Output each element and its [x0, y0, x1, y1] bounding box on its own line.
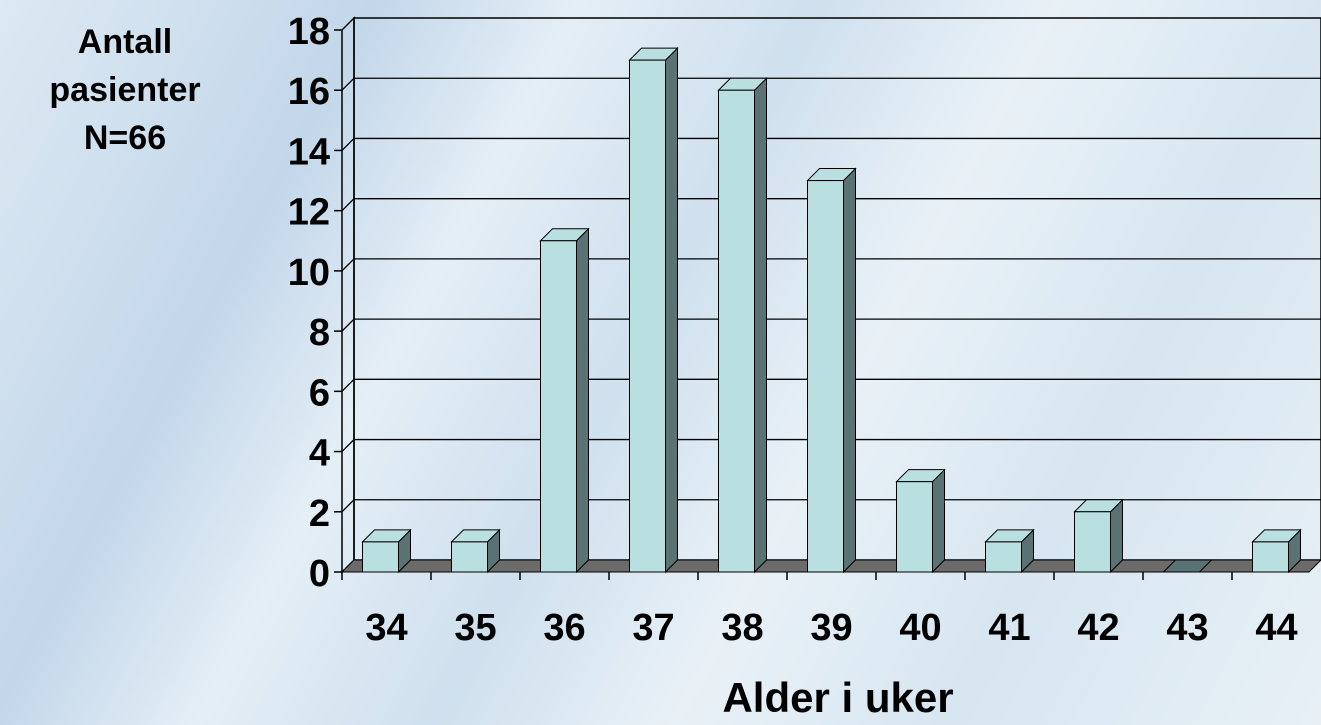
y-tick-label: 16	[288, 71, 330, 113]
x-tick-label: 35	[454, 607, 496, 649]
bar	[807, 180, 844, 573]
bar-zero	[1162, 559, 1213, 573]
y-tick-label: 0	[309, 553, 330, 595]
x-tick-label: 36	[543, 607, 585, 649]
x-axis-label: Alder i uker	[722, 674, 953, 721]
gridline	[341, 378, 1321, 392]
bar	[540, 240, 577, 573]
gridline	[341, 499, 1321, 513]
bar	[718, 89, 755, 573]
x-tick-label: 40	[899, 607, 941, 649]
gridline	[341, 318, 1321, 332]
x-tick-label: 34	[365, 607, 407, 649]
y-axis-label-line-1: Antall	[77, 23, 173, 61]
bar-side	[754, 77, 767, 574]
y-tick-label: 6	[309, 372, 330, 414]
y-tick-label: 18	[288, 11, 330, 53]
x-tick-label: 42	[1077, 607, 1119, 649]
gridline	[341, 198, 1321, 212]
gridline	[341, 258, 1321, 272]
y-tick-label: 2	[309, 493, 330, 535]
bar	[896, 481, 933, 573]
y-tick-label: 4	[309, 433, 330, 475]
bar	[362, 541, 399, 573]
bar	[629, 59, 666, 573]
bar-side	[843, 167, 856, 574]
gridline	[341, 438, 1321, 453]
bar	[985, 541, 1022, 573]
x-tick-label: 44	[1255, 607, 1297, 649]
bar	[1074, 511, 1111, 573]
bar-side	[665, 46, 678, 574]
bar	[1252, 541, 1289, 573]
x-tick-label: 39	[810, 607, 852, 649]
chart-side-wall	[341, 16, 355, 574]
bar-side	[576, 227, 589, 574]
gridline	[341, 137, 1321, 151]
x-tick-label: 43	[1166, 607, 1208, 649]
y-tick-label: 10	[288, 252, 330, 294]
x-tick-label: 37	[632, 607, 674, 649]
y-tick-label: 14	[288, 131, 330, 173]
x-tick-label: 41	[988, 607, 1030, 649]
y-axis-label: Antall pasienter N=66	[0, 18, 250, 162]
x-tick-label: 38	[721, 607, 763, 649]
bar	[451, 541, 488, 573]
y-tick-label: 8	[309, 312, 330, 354]
gridline	[341, 77, 1321, 91]
y-axis-label-line-2: pasienter	[49, 71, 201, 109]
y-axis-label-line-3: N=66	[83, 119, 167, 157]
y-tick-label: 12	[288, 192, 330, 234]
bar-side	[932, 468, 945, 574]
